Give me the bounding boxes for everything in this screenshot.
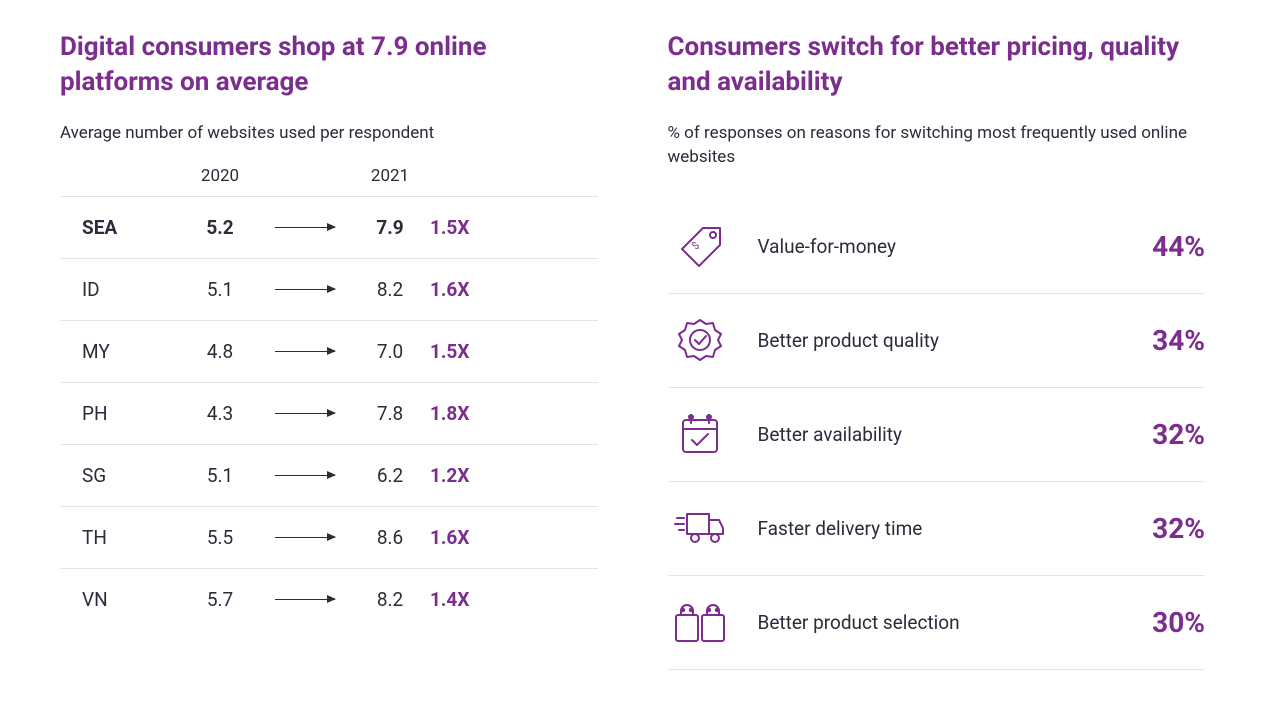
reason-row: Better product selection 30% <box>668 576 1206 670</box>
value-2021: 8.2 <box>350 588 430 611</box>
multiplier-value: 1.2X <box>430 464 520 487</box>
platforms-table: SEA5.27.91.5XID5.18.21.6XMY4.87.01.5XPH4… <box>60 196 598 630</box>
region-label: SG <box>60 464 180 487</box>
year-header: 2020 2021 <box>60 160 598 196</box>
year-2021-label: 2021 <box>350 166 430 186</box>
value-2021: 8.6 <box>350 526 430 549</box>
multiplier-value: 1.4X <box>430 588 520 611</box>
value-2020: 5.2 <box>180 216 260 239</box>
reason-percent: 30% <box>1152 606 1205 639</box>
region-label: MY <box>60 340 180 363</box>
reason-label: Better product selection <box>758 611 1127 634</box>
right-panel: Consumers switch for better pricing, qua… <box>668 30 1206 682</box>
reason-row: $ Value-for-money 44% <box>668 200 1206 294</box>
region-label: VN <box>60 588 180 611</box>
value-2021: 7.8 <box>350 402 430 425</box>
value-2020: 5.5 <box>180 526 260 549</box>
multiplier-value: 1.8X <box>430 402 520 425</box>
table-row: TH5.5 8.61.6X <box>60 506 598 568</box>
price-tag-icon: $ <box>668 222 732 270</box>
reasons-list: $ Value-for-money 44% Better product qual… <box>668 200 1206 670</box>
region-label: PH <box>60 402 180 425</box>
value-2020: 4.8 <box>180 340 260 363</box>
calendar-check-icon <box>668 410 732 458</box>
region-label: TH <box>60 526 180 549</box>
reason-row: Better availability 32% <box>668 388 1206 482</box>
table-row: MY4.8 7.01.5X <box>60 320 598 382</box>
left-panel: Digital consumers shop at 7.9 online pla… <box>60 30 598 682</box>
value-2020: 5.7 <box>180 588 260 611</box>
table-row: PH4.3 7.81.8X <box>60 382 598 444</box>
table-row: SG5.1 6.21.2X <box>60 444 598 506</box>
arrow-icon <box>260 227 350 229</box>
reason-row: Better product quality 34% <box>668 294 1206 388</box>
region-label: SEA <box>60 216 180 239</box>
reason-percent: 32% <box>1152 512 1205 545</box>
shopping-bags-icon <box>668 599 732 645</box>
value-2021: 8.2 <box>350 278 430 301</box>
reason-percent: 32% <box>1152 418 1205 451</box>
arrow-icon <box>260 475 350 477</box>
reason-label: Better availability <box>758 423 1127 446</box>
reason-label: Better product quality <box>758 329 1127 352</box>
reason-row: Faster delivery time 32% <box>668 482 1206 576</box>
value-2021: 7.9 <box>350 216 430 239</box>
arrow-icon <box>260 599 350 601</box>
table-row: SEA5.2 7.91.5X <box>60 196 598 258</box>
value-2021: 6.2 <box>350 464 430 487</box>
value-2021: 7.0 <box>350 340 430 363</box>
left-title: Digital consumers shop at 7.9 online pla… <box>60 30 598 100</box>
multiplier-value: 1.5X <box>430 216 520 239</box>
multiplier-value: 1.6X <box>430 526 520 549</box>
multiplier-value: 1.6X <box>430 278 520 301</box>
reason-percent: 34% <box>1152 324 1205 357</box>
table-row: VN5.7 8.21.4X <box>60 568 598 630</box>
right-title: Consumers switch for better pricing, qua… <box>668 30 1206 100</box>
reason-percent: 44% <box>1152 230 1205 263</box>
arrow-icon <box>260 537 350 539</box>
region-label: ID <box>60 278 180 301</box>
value-2020: 5.1 <box>180 278 260 301</box>
value-2020: 5.1 <box>180 464 260 487</box>
left-subtitle: Average number of websites used per resp… <box>60 122 598 146</box>
arrow-icon <box>260 289 350 291</box>
reason-label: Value-for-money <box>758 235 1127 258</box>
arrow-icon <box>260 413 350 415</box>
value-2020: 4.3 <box>180 402 260 425</box>
delivery-truck-icon <box>668 506 732 550</box>
year-2020-label: 2020 <box>180 166 260 186</box>
reason-label: Faster delivery time <box>758 517 1127 540</box>
table-row: ID5.1 8.21.6X <box>60 258 598 320</box>
multiplier-value: 1.5X <box>430 340 520 363</box>
arrow-icon <box>260 351 350 353</box>
quality-badge-icon <box>668 316 732 364</box>
right-subtitle: % of responses on reasons for switching … <box>668 122 1206 170</box>
